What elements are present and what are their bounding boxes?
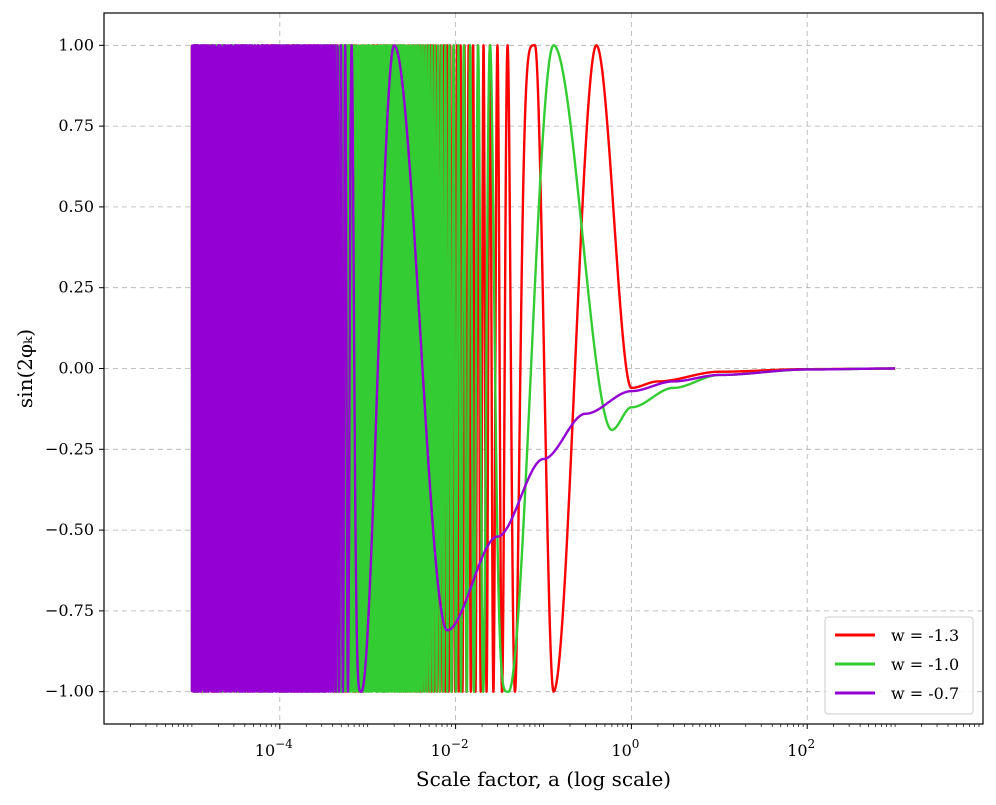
legend-label: w = -1.3 [891,626,959,645]
y-tick-label: 0.50 [58,197,94,216]
y-tick-label: 0.75 [58,116,94,135]
ticks: 10−4 10−2 100 102 1.00 0.75 0.50 0.25 0.00 −0.25 −… [45,35,980,760]
y-tick-label: 1.00 [58,35,94,54]
legend-label: w = -0.7 [891,684,959,703]
y-tick-label: −0.25 [45,439,94,458]
y-axis-label: sin(2φₖ) [13,329,37,408]
x-tick-label: 10−4 [255,737,293,760]
plot-area [190,44,896,693]
y-tick-label: −1.00 [45,682,94,701]
legend-label: w = -1.0 [891,655,959,674]
y-tick-label: 0.00 [58,359,94,378]
series-line [190,44,896,693]
x-tick-label: 10−2 [431,737,469,760]
y-tick-label: −0.50 [45,520,94,539]
y-tick-label: −0.75 [45,601,94,620]
legend: w = -1.3 w = -1.0 w = -0.7 [824,616,974,715]
x-axis-label: Scale factor, a (log scale) [416,767,671,791]
series-3 [190,44,896,693]
y-tick-label: 0.25 [58,278,94,297]
x-tick-label: 100 [611,737,639,760]
x-tick-label: 102 [787,737,815,760]
legend-box [824,616,974,715]
